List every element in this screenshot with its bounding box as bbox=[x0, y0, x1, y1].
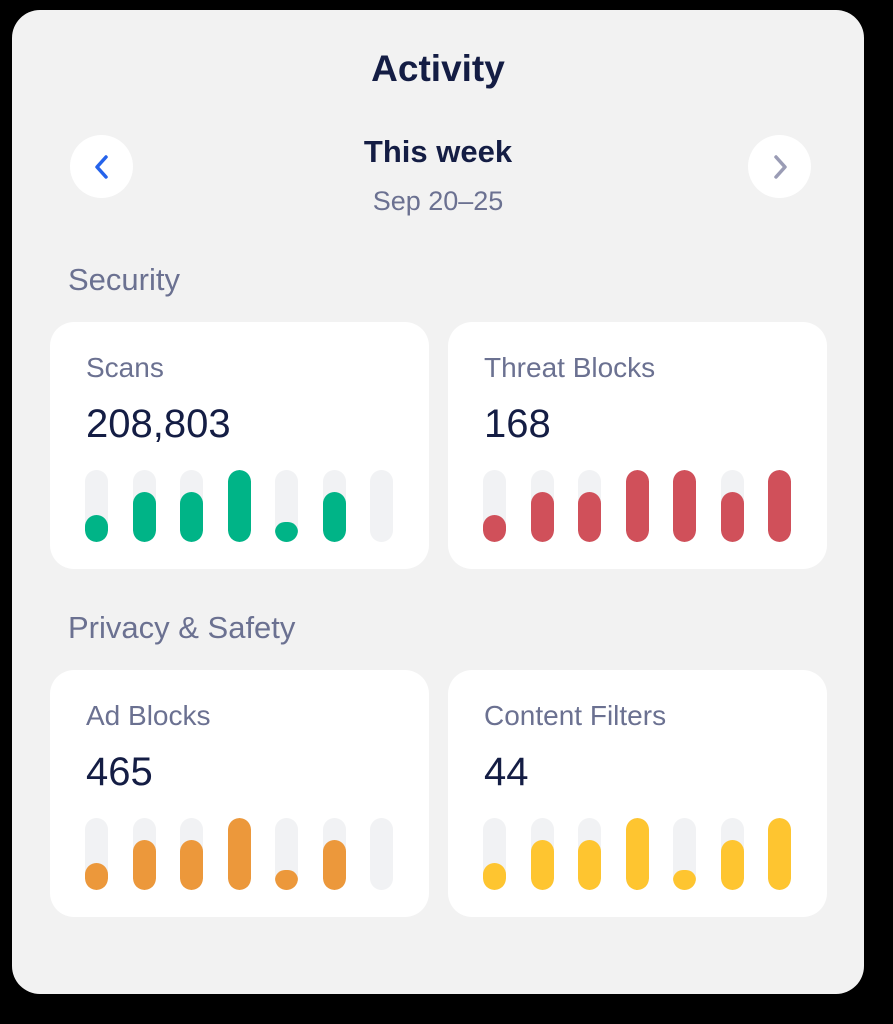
bar-fill bbox=[530, 491, 554, 542]
bar-track bbox=[227, 818, 251, 890]
bar-track bbox=[275, 470, 298, 542]
bar-fill bbox=[578, 491, 601, 542]
bar-track bbox=[673, 818, 696, 890]
bar-track bbox=[322, 818, 346, 890]
bar-track bbox=[132, 818, 156, 890]
bar-track bbox=[530, 818, 554, 890]
activity-panel: Activity This week Sep 20–25 Security Sc… bbox=[12, 10, 864, 994]
bar-fill bbox=[673, 869, 696, 890]
card-scans[interactable]: Scans 208,803 bbox=[50, 322, 429, 569]
card-label: Threat Blocks bbox=[484, 352, 656, 383]
chevron-left-icon bbox=[94, 154, 108, 179]
bar-track bbox=[322, 470, 346, 542]
bar-fill bbox=[85, 862, 108, 890]
bar-track bbox=[180, 470, 203, 542]
bar-fill bbox=[625, 470, 649, 542]
bar-fill bbox=[673, 470, 696, 542]
bar-track bbox=[370, 818, 393, 890]
bar-chart bbox=[483, 470, 791, 542]
card-value: 44 bbox=[484, 750, 529, 794]
previous-week-button[interactable] bbox=[70, 135, 133, 198]
bar-track bbox=[227, 470, 251, 542]
bar-track bbox=[673, 470, 696, 542]
bar-track bbox=[180, 818, 203, 890]
bar-fill bbox=[768, 470, 791, 542]
bar-track bbox=[370, 470, 393, 542]
bar-fill bbox=[275, 521, 298, 542]
chevron-right-icon bbox=[773, 154, 787, 179]
bar-fill bbox=[227, 818, 251, 890]
period-range: Sep 20–25 bbox=[372, 186, 504, 216]
bar-track bbox=[625, 818, 649, 890]
bar-track bbox=[578, 470, 601, 542]
bar-fill bbox=[322, 491, 346, 542]
bar-fill bbox=[85, 514, 108, 542]
card-ad-blocks[interactable]: Ad Blocks 465 bbox=[50, 670, 429, 917]
bar-track bbox=[530, 470, 554, 542]
card-value: 208,803 bbox=[86, 402, 231, 446]
bar-fill bbox=[180, 491, 203, 542]
bar-chart bbox=[483, 818, 791, 890]
page-title: Activity bbox=[371, 48, 505, 89]
bar-track bbox=[768, 818, 791, 890]
bar-track bbox=[768, 470, 791, 542]
card-label: Scans bbox=[86, 352, 164, 383]
card-value: 168 bbox=[484, 402, 551, 446]
bar-fill bbox=[530, 839, 554, 890]
bar-track bbox=[720, 470, 744, 542]
bar-fill bbox=[180, 839, 203, 890]
bar-fill bbox=[720, 839, 744, 890]
bar-track bbox=[483, 470, 506, 542]
card-threat-blocks[interactable]: Threat Blocks 168 bbox=[448, 322, 827, 569]
bar-track bbox=[578, 818, 601, 890]
card-content-filters[interactable]: Content Filters 44 bbox=[448, 670, 827, 917]
bar-fill bbox=[227, 470, 251, 542]
bar-track bbox=[625, 470, 649, 542]
card-value: 465 bbox=[86, 750, 153, 794]
card-label: Content Filters bbox=[484, 700, 667, 731]
bar-fill bbox=[483, 514, 506, 542]
bar-chart bbox=[85, 818, 393, 890]
bar-fill bbox=[132, 839, 156, 890]
bar-chart bbox=[85, 470, 393, 542]
bar-fill bbox=[322, 839, 346, 890]
bar-fill bbox=[720, 491, 744, 542]
bar-fill bbox=[132, 491, 156, 542]
section-title-security: Security bbox=[68, 262, 180, 297]
bar-track bbox=[483, 818, 506, 890]
bar-track bbox=[85, 818, 108, 890]
bar-track bbox=[275, 818, 298, 890]
card-label: Ad Blocks bbox=[86, 700, 211, 731]
bar-fill bbox=[768, 818, 791, 890]
next-week-button[interactable] bbox=[748, 135, 811, 198]
bar-track bbox=[85, 470, 108, 542]
bar-track bbox=[720, 818, 744, 890]
period-label: This week bbox=[363, 134, 513, 169]
bar-fill bbox=[483, 862, 506, 890]
bar-fill bbox=[578, 839, 601, 890]
bar-track bbox=[132, 470, 156, 542]
bar-fill bbox=[625, 818, 649, 890]
section-title-privacy: Privacy & Safety bbox=[68, 610, 296, 645]
bar-fill bbox=[275, 869, 298, 890]
